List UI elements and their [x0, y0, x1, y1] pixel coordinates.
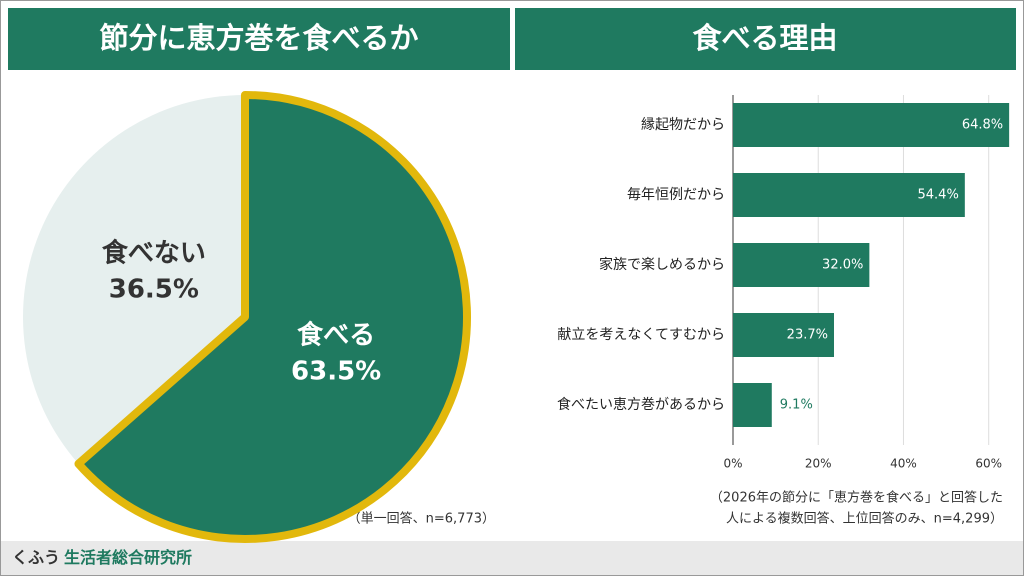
bar-note: （2026年の節分に「恵方巻を食べる」と回答した	[710, 490, 1003, 506]
bar	[733, 103, 1010, 147]
bar	[733, 383, 772, 427]
footer-logo: くふう 生活者総合研究所	[12, 548, 192, 567]
category-label: 縁起物だから	[641, 117, 725, 133]
category-label: 家族で楽しめるから	[599, 256, 725, 273]
bar-title: 食べる理由	[692, 21, 837, 55]
slice-value: 36.5%	[109, 274, 199, 304]
header-right	[515, 8, 1016, 70]
slice-value: 63.5%	[291, 357, 381, 387]
x-tick-label: 0%	[723, 457, 742, 471]
bar-note: 人による複数回答、上位回答のみ、n=4,299）	[726, 511, 1003, 527]
x-tick-label: 40%	[890, 457, 917, 471]
x-tick-label: 20%	[805, 457, 832, 471]
footer-name: 生活者総合研究所	[64, 548, 192, 567]
footer-brand: くふう	[12, 548, 60, 567]
value-label: 32.0%	[822, 258, 863, 273]
category-label: 食べたい恵方巻があるから	[557, 396, 725, 413]
slice-label: 食べる	[297, 320, 375, 351]
value-label: 54.4%	[918, 188, 959, 203]
header-left	[8, 8, 510, 70]
pie-slice	[23, 95, 245, 464]
x-tick-label: 60%	[975, 457, 1002, 471]
category-label: 献立を考えなくてすむから	[557, 327, 725, 343]
value-label: 23.7%	[787, 328, 828, 343]
value-label: 64.8%	[962, 118, 1003, 133]
footer-bar	[1, 541, 1023, 575]
bar	[733, 243, 870, 287]
category-label: 毎年恒例だから	[627, 187, 725, 203]
pie-title: 節分に恵方巻を食べるか	[99, 21, 418, 55]
bar	[733, 173, 965, 217]
value-label: 9.1%	[780, 398, 813, 413]
slice-label: 食べない	[102, 237, 206, 268]
pie-slice	[74, 91, 471, 543]
bar	[733, 313, 834, 357]
pie-note: （単一回答、n=6,773）	[348, 511, 495, 527]
